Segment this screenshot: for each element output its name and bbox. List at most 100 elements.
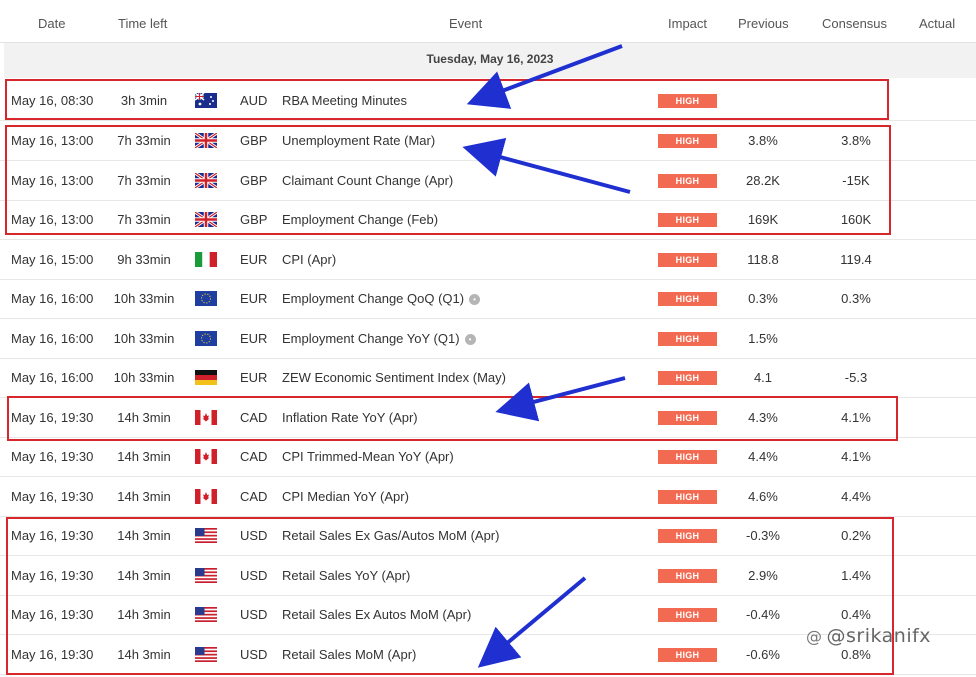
event-time-left: 14h 3min — [117, 647, 171, 662]
impact-badge: HIGH — [658, 253, 717, 267]
event-name: Retail Sales Ex Gas/Autos MoM (Apr) — [282, 528, 500, 543]
table-row[interactable]: May 16, 19:30 14h 3min CAD CPI Median YoY (… — [0, 477, 976, 517]
event-currency: AUD — [240, 93, 268, 108]
consensus-value: 160K — [840, 212, 872, 227]
event-currency: USD — [240, 528, 268, 543]
event-time-left: 14h 3min — [117, 607, 171, 622]
impact-badge: HIGH — [658, 608, 717, 622]
event-date: May 16, 19:30 — [11, 449, 94, 464]
table-row[interactable]: May 16, 08:30 3h 3min AUD RBA Meeting Minut… — [0, 81, 976, 121]
header-actual: Actual — [919, 16, 956, 31]
table-row[interactable]: May 16, 19:30 14h 3min CAD Inflation Rate Y… — [0, 398, 976, 438]
event-name-link[interactable]: Retail Sales Ex Gas/Autos MoM (Apr) — [282, 516, 499, 555]
event-name-link[interactable]: RBA Meeting Minutes — [282, 81, 407, 120]
table-row[interactable]: May 16, 16:00 10h 33min EUR ZEW Economic Se… — [0, 358, 976, 398]
event-name: Employment Change QoQ (Q1) — [282, 291, 465, 306]
highlight-box-aud — [5, 79, 889, 120]
event-name-link[interactable]: Inflation Rate YoY (Apr) — [282, 398, 418, 437]
event-date: May 16, 19:30 — [11, 528, 94, 543]
event-time-left: 14h 3min — [117, 528, 171, 543]
event-currency: USD — [240, 607, 268, 622]
consensus-value: 4.1% — [841, 449, 871, 464]
consensus-value: 0.8% — [841, 647, 871, 662]
comment-bubble-icon[interactable]: • — [469, 294, 481, 306]
consensus-value: 4.1% — [841, 410, 871, 425]
impact-badge: HIGH — [658, 411, 717, 425]
header-previous: Previous — [738, 16, 789, 31]
event-currency: EUR — [240, 331, 268, 346]
event-name-link[interactable]: CPI Median YoY (Apr) — [282, 477, 409, 516]
event-name-link[interactable]: CPI (Apr) — [282, 240, 336, 279]
uk-flag-icon — [195, 212, 217, 227]
event-name-link[interactable]: Employment Change QoQ (Q1) • — [282, 279, 481, 318]
impact-badge: HIGH — [658, 134, 717, 148]
highlight-box-gbp — [5, 125, 891, 235]
table-row[interactable]: May 16, 19:30 14h 3min USD Retail Sales Ex … — [0, 516, 976, 556]
event-time-left: 10h 33min — [113, 370, 175, 385]
event-name-link[interactable]: Retail Sales YoY (Apr) — [282, 556, 410, 595]
consensus-value: -15K — [842, 173, 870, 188]
consensus-value: 4.4% — [841, 489, 871, 504]
event-name-link[interactable]: Retail Sales MoM (Apr) — [282, 635, 416, 674]
event-name-link[interactable]: Employment Change YoY (Q1) • — [282, 319, 476, 358]
previous-value: -0.3% — [746, 528, 780, 543]
event-currency: CAD — [240, 489, 268, 504]
event-name: Retail Sales MoM (Apr) — [282, 647, 417, 662]
header-consensus: Consensus — [822, 16, 888, 31]
event-name: RBA Meeting Minutes — [282, 93, 408, 108]
table-row[interactable]: May 16, 13:00 7h 33min GBP Claimant Count C… — [0, 161, 976, 201]
consensus-value: 0.3% — [841, 291, 871, 306]
table-row[interactable]: May 16, 15:00 9h 33min EUR CPI (Apr) HIGH 118… — [0, 240, 976, 280]
event-name-link[interactable]: ZEW Economic Sentiment Index (May) — [282, 358, 506, 397]
header-time-left: Time left — [118, 16, 168, 31]
impact-badge: HIGH — [658, 371, 717, 385]
eu-flag-icon — [195, 291, 217, 306]
event-date: May 16, 19:30 — [11, 410, 94, 425]
event-time-left: 14h 3min — [117, 568, 171, 583]
event-name-link[interactable]: Unemployment Rate (Mar) — [282, 121, 435, 160]
event-date: May 16, 13:00 — [11, 212, 94, 227]
impact-badge: HIGH — [658, 648, 717, 662]
event-name-link[interactable]: CPI Trimmed-Mean YoY (Apr) — [282, 437, 454, 476]
previous-value: -0.6% — [746, 647, 780, 662]
table-row[interactable]: May 16, 16:00 10h 33min EUR Employment Chan… — [0, 319, 976, 359]
previous-value: 1.5% — [748, 331, 778, 346]
impact-badge: HIGH — [658, 213, 717, 227]
table-row[interactable]: May 16, 13:00 7h 33min GBP Employment Chang… — [0, 200, 976, 240]
usa-flag-icon — [195, 568, 217, 583]
event-currency: USD — [240, 568, 268, 583]
australia-flag-icon — [195, 93, 217, 108]
table-row[interactable]: May 16, 19:30 14h 3min CAD CPI Trimmed-Mean… — [0, 437, 976, 477]
consensus-value: 1.4% — [841, 568, 871, 583]
event-name-link[interactable]: Claimant Count Change (Apr) — [282, 161, 453, 200]
event-date: May 16, 19:30 — [11, 607, 94, 622]
header-impact: Impact — [668, 16, 708, 31]
previous-value: 2.9% — [748, 568, 778, 583]
watermark: @ @srikanifx — [806, 625, 931, 647]
previous-value: 3.8% — [748, 133, 778, 148]
event-name-link[interactable]: Retail Sales Ex Autos MoM (Apr) — [282, 595, 471, 634]
comment-bubble-icon[interactable]: • — [464, 334, 476, 346]
event-time-left: 3h 3min — [120, 93, 168, 108]
previous-value: 4.3% — [748, 410, 778, 425]
highlight-box-usd — [6, 517, 894, 675]
previous-value: 169K — [747, 212, 779, 227]
event-name: Unemployment Rate (Mar) — [282, 133, 436, 148]
event-currency: CAD — [240, 449, 268, 464]
event-time-left: 10h 33min — [113, 291, 175, 306]
previous-value: 0.3% — [748, 291, 778, 306]
event-currency: EUR — [240, 370, 268, 385]
event-name: Inflation Rate YoY (Apr) — [282, 410, 418, 425]
consensus-value: 0.2% — [841, 528, 871, 543]
table-row[interactable]: May 16, 16:00 10h 33min EUR Employment Chan… — [0, 279, 976, 319]
event-name: Employment Change (Feb) — [282, 212, 439, 227]
event-date: May 16, 13:00 — [11, 133, 94, 148]
germany-flag-icon — [195, 370, 217, 385]
event-currency: GBP — [240, 173, 268, 188]
event-name-link[interactable]: Employment Change (Feb) — [282, 200, 438, 239]
highlight-box-cad — [7, 396, 898, 441]
event-name: CPI Median YoY (Apr) — [282, 489, 409, 504]
impact-badge: HIGH — [658, 174, 717, 188]
event-name: ZEW Economic Sentiment Index (May) — [282, 370, 506, 385]
event-time-left: 14h 3min — [117, 489, 171, 504]
